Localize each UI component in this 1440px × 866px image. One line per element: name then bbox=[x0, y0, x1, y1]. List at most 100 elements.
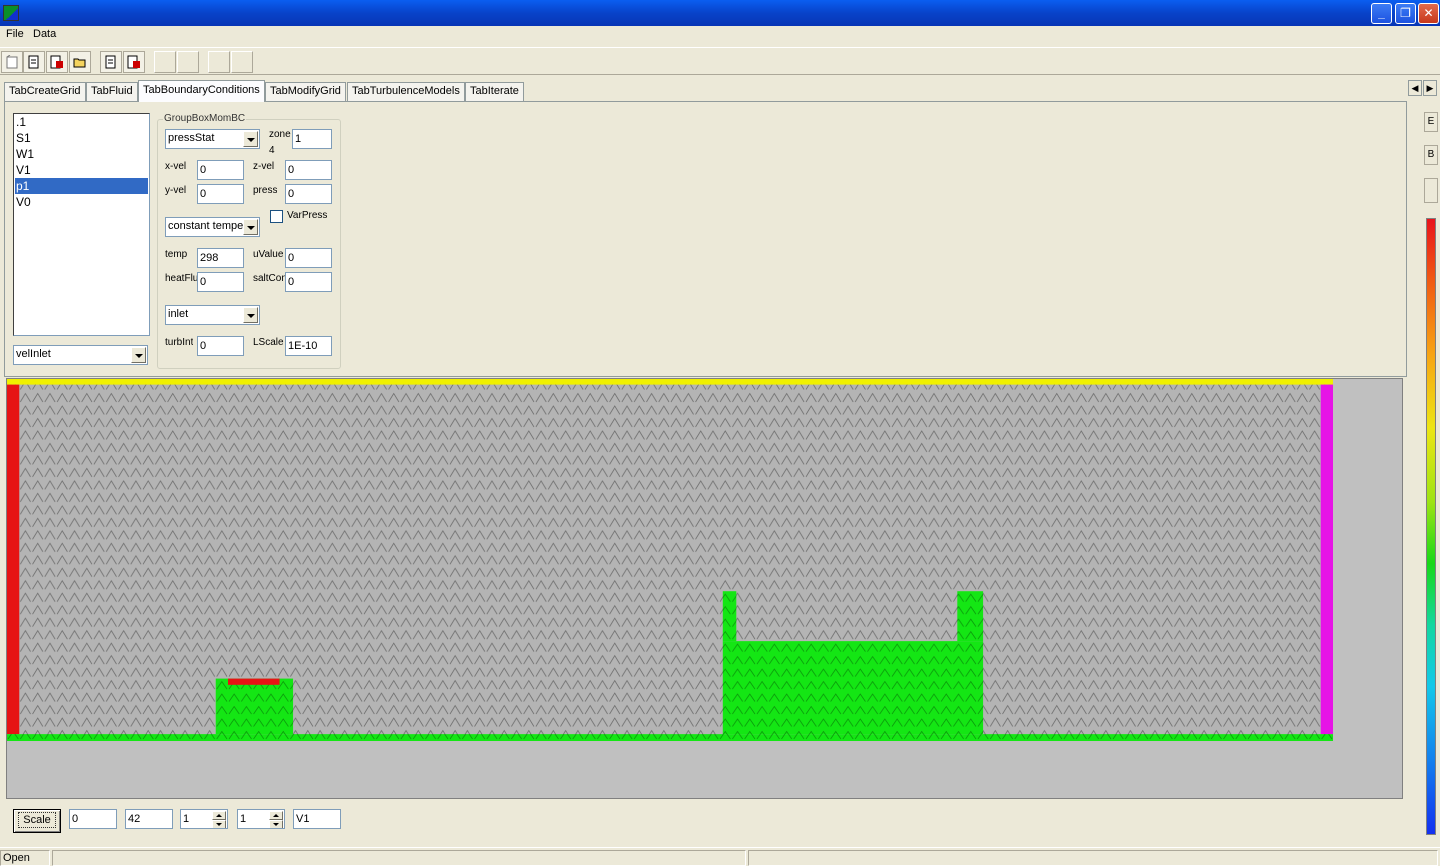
spinner-1-value: 1 bbox=[183, 813, 190, 825]
chevron-down-icon[interactable] bbox=[243, 219, 258, 235]
y-vel-field[interactable]: 0 bbox=[197, 184, 244, 204]
tab-scroll-left-button[interactable]: ◀ bbox=[1408, 80, 1422, 96]
tab-iterate[interactable]: TabIterate bbox=[465, 82, 524, 101]
grid-obstacle[interactable] bbox=[215, 678, 294, 735]
app-icon[interactable] bbox=[3, 5, 19, 21]
tab-modify-grid[interactable]: TabModifyGrid bbox=[265, 82, 346, 101]
new-data-button[interactable] bbox=[100, 51, 122, 73]
status-text: Open bbox=[0, 850, 50, 866]
status-pane-2 bbox=[52, 850, 746, 866]
turbulence-type-combo[interactable]: inlet bbox=[165, 305, 260, 325]
close-button[interactable]: ✕ bbox=[1418, 3, 1439, 24]
temp-label: temp bbox=[165, 249, 188, 260]
toolbar-blank-button[interactable] bbox=[208, 51, 230, 73]
menu-file[interactable]: File bbox=[6, 28, 24, 40]
chevron-down-icon[interactable] bbox=[131, 347, 146, 363]
tab-create-grid[interactable]: TabCreateGrid bbox=[4, 82, 86, 101]
turbint-field[interactable]: 0 bbox=[197, 336, 244, 356]
new-file-button[interactable] bbox=[23, 51, 45, 73]
scale-button-label: Scale bbox=[18, 812, 56, 828]
save-icon bbox=[127, 55, 140, 69]
tab-boundary-conditions[interactable]: TabBoundaryConditions bbox=[138, 80, 265, 102]
grid-drawing[interactable] bbox=[7, 379, 1402, 798]
heatflux-label: heatFlux bbox=[165, 273, 197, 284]
lscale-label: LScale bbox=[253, 337, 284, 348]
restore-button[interactable]: ❐ bbox=[1395, 3, 1416, 24]
toolbar-blank-button[interactable] bbox=[177, 51, 199, 73]
toolbar-blank-button[interactable] bbox=[154, 51, 176, 73]
toolbar bbox=[0, 47, 1440, 75]
group-box-title: GroupBoxMomBC bbox=[163, 113, 247, 124]
group-box-mom-bc bbox=[157, 119, 341, 369]
variable-field[interactable]: V1 bbox=[293, 809, 341, 829]
grid-outlet-boundary[interactable] bbox=[1320, 384, 1333, 735]
status-bar: Open bbox=[0, 847, 1440, 866]
list-item[interactable]: .1 bbox=[16, 115, 27, 129]
scale-max-field[interactable]: 42 bbox=[125, 809, 173, 829]
zone-number: 4 bbox=[269, 145, 275, 156]
grid-inlet-boundary[interactable] bbox=[7, 384, 20, 735]
boundary-listbox[interactable]: .1 S1 W1 V1 p1 V0 bbox=[13, 113, 150, 336]
lscale-field[interactable]: 1E-10 bbox=[285, 336, 332, 356]
tab-turbulence-models[interactable]: TabTurbulenceModels bbox=[347, 82, 465, 101]
list-item[interactable]: W1 bbox=[16, 147, 34, 161]
save-data-button[interactable] bbox=[123, 51, 145, 73]
spin-up-icon[interactable] bbox=[212, 811, 226, 820]
right-panel-button-e[interactable]: E bbox=[1424, 112, 1438, 132]
grid-building[interactable] bbox=[722, 641, 984, 735]
grid-top-boundary[interactable] bbox=[7, 379, 1333, 385]
list-item[interactable]: S1 bbox=[16, 131, 31, 145]
grid-fluid-region[interactable] bbox=[7, 379, 1333, 741]
right-panel-button-b[interactable]: B bbox=[1424, 145, 1438, 165]
minimize-button[interactable]: _ bbox=[1371, 3, 1392, 24]
grid-floor-wall[interactable] bbox=[7, 734, 1333, 741]
spinner-1[interactable]: 1 bbox=[180, 809, 228, 829]
scale-min-field[interactable]: 0 bbox=[69, 809, 117, 829]
grid-building-right-tower[interactable] bbox=[957, 591, 984, 642]
right-panel-blank-button[interactable] bbox=[1424, 178, 1438, 203]
varpress-checkbox[interactable] bbox=[270, 210, 283, 223]
z-vel-field[interactable]: 0 bbox=[285, 160, 332, 180]
document-icon bbox=[105, 55, 116, 69]
open-button[interactable] bbox=[69, 51, 91, 73]
press-field[interactable]: 0 bbox=[285, 184, 332, 204]
tab-scroll-right-button[interactable]: ▶ bbox=[1423, 80, 1437, 96]
z-vel-label: z-vel bbox=[253, 161, 275, 172]
tab-fluid[interactable]: TabFluid bbox=[86, 82, 138, 101]
menu-bar: File Data bbox=[0, 26, 1440, 46]
turbulence-type-value: inlet bbox=[168, 308, 189, 320]
spin-down-icon[interactable] bbox=[212, 820, 226, 828]
spin-up-icon[interactable] bbox=[269, 811, 283, 820]
save-button[interactable] bbox=[46, 51, 68, 73]
bc-type-combo[interactable]: velInlet bbox=[13, 345, 148, 365]
grid-building-left-tower[interactable] bbox=[722, 591, 737, 642]
spin-down-icon[interactable] bbox=[269, 820, 283, 828]
toolbar-blank-button[interactable] bbox=[231, 51, 253, 73]
temperature-type-value: constant tempe bbox=[168, 220, 244, 232]
press-label: press bbox=[253, 185, 278, 196]
grid-obstacle-inlet[interactable] bbox=[228, 678, 280, 685]
bc-type-value: velInlet bbox=[16, 348, 51, 360]
y-vel-label: y-vel bbox=[165, 185, 187, 196]
grid-canvas[interactable] bbox=[6, 378, 1403, 799]
uvalue-label: uValue bbox=[253, 249, 284, 260]
menu-data[interactable]: Data bbox=[33, 28, 57, 40]
heatflux-field[interactable]: 0 bbox=[197, 272, 244, 292]
list-item[interactable]: V1 bbox=[16, 163, 31, 177]
zone-field[interactable]: 1 bbox=[292, 129, 332, 149]
temp-field[interactable]: 298 bbox=[197, 248, 244, 268]
x-vel-field[interactable]: 0 bbox=[197, 160, 244, 180]
temperature-type-combo[interactable]: constant tempe bbox=[165, 217, 260, 237]
saltconc-field[interactable]: 0 bbox=[285, 272, 332, 292]
new-grid-button[interactable] bbox=[1, 51, 23, 73]
scale-button[interactable]: Scale bbox=[13, 809, 61, 833]
saltconc-label: saltConc bbox=[253, 273, 285, 284]
spinner-2[interactable]: 1 bbox=[237, 809, 285, 829]
pressure-type-combo[interactable]: pressStat bbox=[165, 129, 260, 149]
list-item[interactable]: V0 bbox=[16, 195, 31, 209]
list-item-selected[interactable]: p1 bbox=[15, 178, 148, 194]
uvalue-field[interactable]: 0 bbox=[285, 248, 332, 268]
chevron-down-icon[interactable] bbox=[243, 131, 258, 147]
chevron-down-icon[interactable] bbox=[243, 307, 258, 323]
zone-label: zone bbox=[269, 129, 291, 140]
